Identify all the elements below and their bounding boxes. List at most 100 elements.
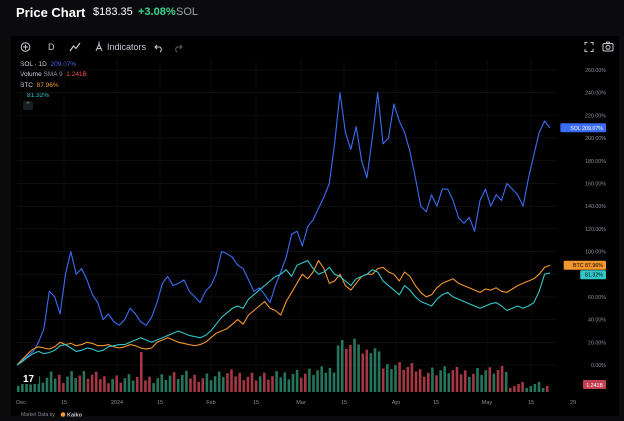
volume-bar [254,380,258,392]
volume-bar [185,370,188,392]
volume-bar [275,371,278,392]
volume-bar [25,377,28,392]
volume-bar [480,375,483,392]
legend-btc-row[interactable]: BTC 87.96% [20,81,87,91]
volume-bar [299,377,303,392]
volume-bar [427,372,430,392]
x-tick-label: 15 [433,400,439,406]
volume-bar [394,365,397,392]
volume-bar [349,344,352,392]
volume-bar [345,348,348,392]
volume-bar [537,382,541,392]
volume-bar [304,373,307,392]
interval-button[interactable]: D [48,42,55,52]
volume-bar [443,366,446,392]
volume-bar [414,371,418,392]
y-tick-label: 40.00% [588,318,606,324]
x-tick-label: 15 [61,400,67,406]
x-tick-label: Dec [16,400,26,406]
x-tick-label: 15 [253,400,259,406]
legend-sol-row[interactable]: SOL · 1D 209.07% [20,60,87,70]
volume-bar [365,349,369,392]
volume-bar [267,379,270,392]
volume-bar [517,384,520,392]
tradingview-logo-text: 17 [23,374,35,385]
chart-type-icon[interactable] [69,38,81,56]
volume-bar [103,376,106,392]
y-tick-label: 240.00% [585,91,606,97]
collapse-legend-icon[interactable]: ⌃ [23,101,33,111]
y-tick-label: 0.00% [591,363,606,369]
price-value: $183.35 [93,6,133,18]
legend-teal-value: 81.32% [27,91,50,99]
volume-tag-text: 1.241B [586,383,603,389]
volume-bar [53,378,57,392]
y-tick-label: 200.00% [585,136,606,142]
volume-bar [418,369,422,392]
x-tick-label: 15 [341,400,347,406]
volume-bar [258,376,262,392]
volume-bar [361,353,364,392]
volume-bar [94,371,98,392]
volume-bar [213,376,217,392]
undo-icon[interactable] [154,38,164,56]
indicators-button[interactable]: Indicators [107,42,147,52]
volume-bar [176,379,180,392]
indicators-icon[interactable] [94,38,104,56]
volume-bar [78,375,82,392]
last-value-tag-bg [563,260,606,270]
volume-bar [49,371,53,392]
series-line-btc [16,260,551,366]
volume-bar [316,370,319,392]
volume-bar [271,376,274,392]
volume-bar [148,376,151,392]
volume-bar [115,375,118,392]
volume-bar [287,379,291,392]
camera-icon[interactable] [602,38,614,56]
kaiko-brand[interactable]: Kaiko [67,413,83,419]
volume-bar [488,367,492,392]
y-tick-label: 260.00% [585,68,606,74]
last-value-tag-text: 81.32% [585,273,603,279]
legend-symbol: SOL · 1D [20,61,47,68]
volume-bar [263,372,266,392]
volume-bar [447,373,451,392]
x-tick-label: Mar [296,400,306,406]
volume-bar [373,348,377,392]
last-value-tag-text: BTC 87.96% [573,263,603,269]
legend-volume-value: 1.241B [66,71,87,79]
y-tick-label: 60.00% [588,295,606,301]
chart-toolbar: D Indicators [11,38,619,56]
legend-volume-row[interactable]: Volume SMA 9 1.241B [20,70,87,80]
last-value-tag-teal: 81.32% [580,270,606,280]
volume-bar [234,376,237,392]
add-symbol-icon[interactable] [20,38,31,56]
volume-bar [164,380,168,392]
fullscreen-icon[interactable] [584,38,594,56]
page-title: Price Chart [16,5,86,20]
x-tick-label: 2024 [111,400,123,406]
y-tick-label: 120.00% [585,227,606,233]
volume-bar [324,372,328,392]
volume-bar [197,381,200,392]
volume-bar [17,386,20,392]
volume-bar [468,377,471,392]
volume-bar [111,378,114,392]
volume-bar [332,372,336,392]
series-line-teal [16,260,551,366]
volume-bar [279,377,282,392]
y-tick-label: 100.00% [585,250,606,256]
volume-bar [29,384,32,392]
volume-bar [451,370,455,392]
x-tick-label: 15 [528,400,534,406]
volume-bar [312,375,315,392]
volume-bar [123,378,127,392]
volume-bar [82,371,86,392]
volume-bar [484,370,487,392]
volume-bar [406,367,410,392]
y-tick-label: 180.00% [585,159,606,165]
redo-icon[interactable] [173,38,183,56]
volume-bar [66,376,69,392]
header-bar: Price Chart $183.35 +3.08% SOL [0,0,624,26]
